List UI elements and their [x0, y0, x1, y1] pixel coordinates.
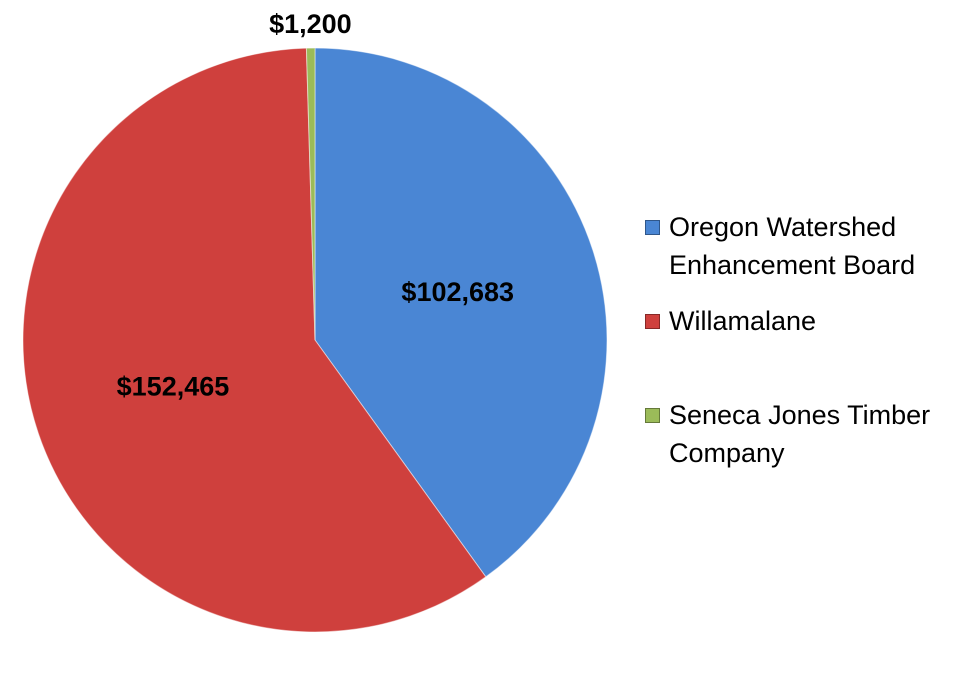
legend-label: Oregon Watershed Enhancement Board — [669, 212, 916, 280]
legend-item: Seneca Jones Timber Company — [645, 396, 965, 472]
data-label: $102,683 — [401, 277, 514, 307]
legend-label: Willamalane — [669, 306, 817, 336]
legend-swatch — [645, 220, 660, 235]
legend-label: Seneca Jones Timber Company — [669, 400, 931, 468]
pie-slice — [314, 47, 608, 578]
legend-swatch — [645, 314, 660, 329]
pie-slice — [305, 47, 316, 341]
legend-item: Willamalane — [645, 302, 816, 340]
data-label: $152,465 — [117, 371, 230, 401]
data-label: $1,200 — [269, 9, 352, 39]
legend-swatch — [645, 408, 660, 423]
legend-item: Oregon Watershed Enhancement Board — [645, 208, 965, 284]
pie-slice — [22, 47, 487, 633]
